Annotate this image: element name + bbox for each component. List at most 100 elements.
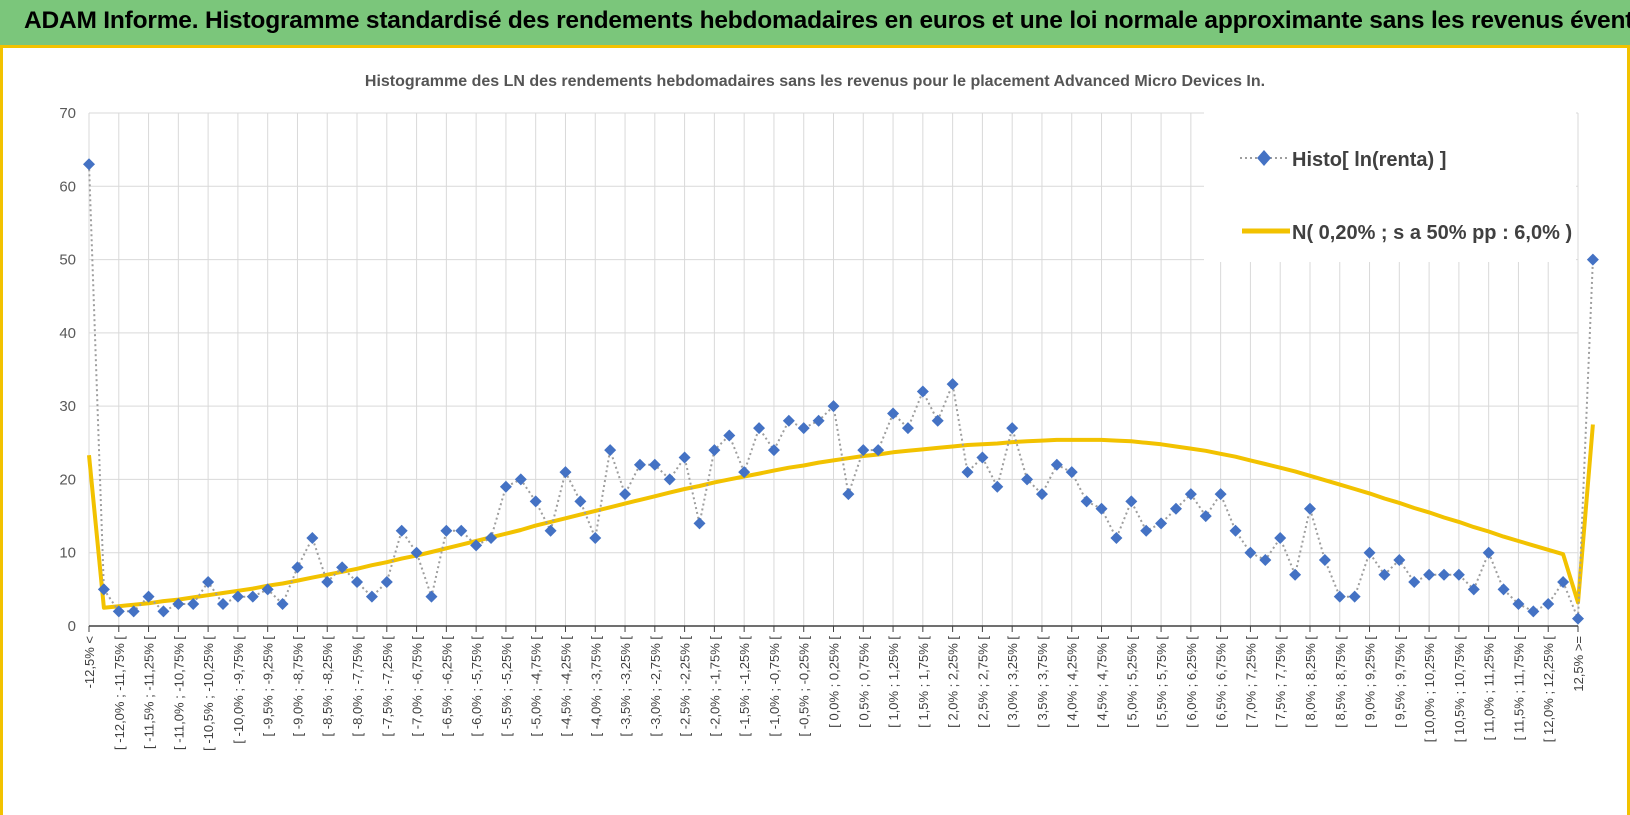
normal-curve-series	[87, 424, 1595, 610]
x-tick-label: -12,5% <	[82, 636, 97, 688]
x-tick-label: [ -5,5% ; -5,25% [	[499, 636, 514, 737]
histogram-point	[97, 583, 110, 596]
x-tick-label: [ -4,0% ; -3,75% [	[588, 636, 603, 737]
x-tick-label: [ 0,5% ; 0,75% [	[856, 636, 871, 728]
histogram-point	[1378, 568, 1391, 581]
x-tick-label: [ -7,5% ; -7,25% [	[380, 636, 395, 737]
histogram-point	[529, 495, 542, 508]
x-tick-label: [ 8,0% ; 8,25% [	[1303, 636, 1318, 728]
histogram-point	[708, 444, 721, 457]
normal-curve-line	[87, 424, 1595, 610]
histogram-point	[1586, 253, 1599, 266]
histogram-point	[410, 546, 423, 559]
histogram-point	[648, 458, 661, 471]
histogram-point	[931, 414, 944, 427]
histogram-point	[499, 480, 512, 493]
x-tick-label: [ -1,5% ; -1,25% [	[737, 636, 752, 737]
legend-histo-diamond-icon	[1257, 150, 1271, 166]
x-tick-label: [ 3,0% ; 3,25% [	[1005, 636, 1020, 728]
histogram-point	[619, 488, 632, 501]
x-tick-label: [ 1,0% ; 1,25% [	[886, 636, 901, 728]
x-tick-label: [ -9,5% ; -9,25% [	[261, 636, 276, 737]
x-tick-label: [ -2,0% ; -1,75% [	[707, 636, 722, 737]
y-tick-label: 40	[59, 325, 76, 342]
histogram-point	[142, 590, 155, 603]
legend-normal-label: N( 0,20% ; s a 50% pp : 6,0% )	[1292, 222, 1572, 244]
histogram-point	[887, 407, 900, 420]
x-tick-label: [ -10,5% ; -10,25% [	[201, 636, 216, 751]
histogram-point	[291, 561, 304, 574]
histogram-point	[1452, 568, 1465, 581]
x-tick-label: [ -5,0% ; -4,75% [	[529, 636, 544, 737]
x-tick-label: [ 3,5% ; 3,75% [	[1035, 636, 1050, 728]
histogram-point	[1050, 458, 1063, 471]
histogram-point	[1467, 583, 1480, 596]
histogram-point	[365, 590, 378, 603]
y-tick-label: 50	[59, 252, 76, 269]
histogram-point	[217, 598, 230, 611]
x-tick-label: [ -3,5% ; -3,25% [	[618, 636, 633, 737]
histogram-point	[1229, 524, 1242, 537]
histogram-point	[1006, 422, 1019, 435]
histogram-point	[782, 414, 795, 427]
y-tick-label: 60	[59, 178, 76, 195]
x-tick-label: [ -7,0% ; -6,75% [	[410, 636, 425, 737]
x-tick-label: [ 11,0% ; 11,25% [	[1482, 636, 1497, 741]
x-tick-label: [ -11,5% ; -11,25% [	[142, 636, 157, 749]
histogram-point	[633, 458, 646, 471]
x-tick-label: [ 5,5% ; 5,75% [	[1154, 636, 1169, 728]
histogram-point	[1363, 546, 1376, 559]
x-tick-label: [ 6,0% ; 6,25% [	[1184, 636, 1199, 728]
histogram-point	[678, 451, 691, 464]
x-tick-label: 12,5% >=	[1571, 636, 1586, 692]
axes: 0 10 20 30 40 50 60 70 -12,5% < [ -12,0% ; -11,75…	[59, 105, 1586, 751]
x-tick-label: [ 10,0% ; 10,25% [	[1422, 636, 1437, 743]
histogram-point	[276, 598, 289, 611]
x-tick-label: [ 6,5% ; 6,75% [	[1214, 636, 1229, 728]
histogram-point	[83, 158, 95, 171]
histogram-point	[112, 605, 125, 618]
histogram-point	[1274, 532, 1287, 545]
x-tick-label: [ -0,5% ; -0,25% [	[797, 636, 812, 737]
legend: Histo[ ln(renta) ] N( 0,20% ; s a 50% pp…	[1204, 110, 1576, 262]
histogram-point	[1408, 576, 1421, 589]
histogram-point	[1437, 568, 1450, 581]
histogram-point	[559, 466, 572, 479]
x-tick-label: [ -9,0% ; -8,75% [	[290, 636, 305, 737]
histogram-point	[1259, 554, 1272, 567]
x-tick-label: [ 7,0% ; 7,25% [	[1243, 636, 1258, 728]
histogram-point	[1095, 502, 1108, 515]
x-tick-label: [ -1,0% ; -0,75% [	[767, 636, 782, 737]
page-title: ADAM Informe. Histogramme standardisé de…	[24, 7, 1630, 34]
x-tick-label: [ -3,0% ; -2,75% [	[648, 636, 663, 737]
x-tick-label: [ 9,0% ; 9,25% [	[1363, 636, 1378, 728]
y-tick-label: 70	[59, 105, 76, 122]
histogram-point	[1214, 488, 1227, 501]
legend-histo-label: Histo[ ln(renta) ]	[1292, 149, 1446, 171]
histogram-point	[827, 400, 840, 413]
histogram-point	[1512, 598, 1525, 611]
histogram-point	[574, 495, 587, 508]
histogram-point	[172, 598, 185, 611]
x-tick-label: [ 12,0% ; 12,25% [	[1541, 636, 1556, 743]
histogram-point	[663, 473, 676, 486]
histogram-point	[916, 385, 929, 398]
x-tick-label: [ -8,5% ; -8,25% [	[320, 636, 335, 737]
histogram-point	[872, 444, 885, 457]
histogram-point	[1557, 576, 1570, 589]
histogram-point	[693, 517, 706, 530]
histogram-point	[1393, 554, 1406, 567]
histogram-series	[83, 158, 1599, 625]
histogram-point	[767, 444, 780, 457]
x-tick-label: [ 2,0% ; 2,25% [	[946, 636, 961, 728]
histogram-point	[976, 451, 989, 464]
x-tick-label: [ -4,5% ; -4,25% [	[558, 636, 573, 737]
y-tick-label: 0	[68, 618, 76, 635]
histogram-point	[544, 524, 557, 537]
histogram-point	[187, 598, 200, 611]
histogram-point	[1318, 554, 1331, 567]
x-tick-label: [ -6,5% ; -6,25% [	[439, 636, 454, 737]
x-tick-label: [ 4,0% ; 4,25% [	[1065, 636, 1080, 728]
histogram-point	[1497, 583, 1510, 596]
